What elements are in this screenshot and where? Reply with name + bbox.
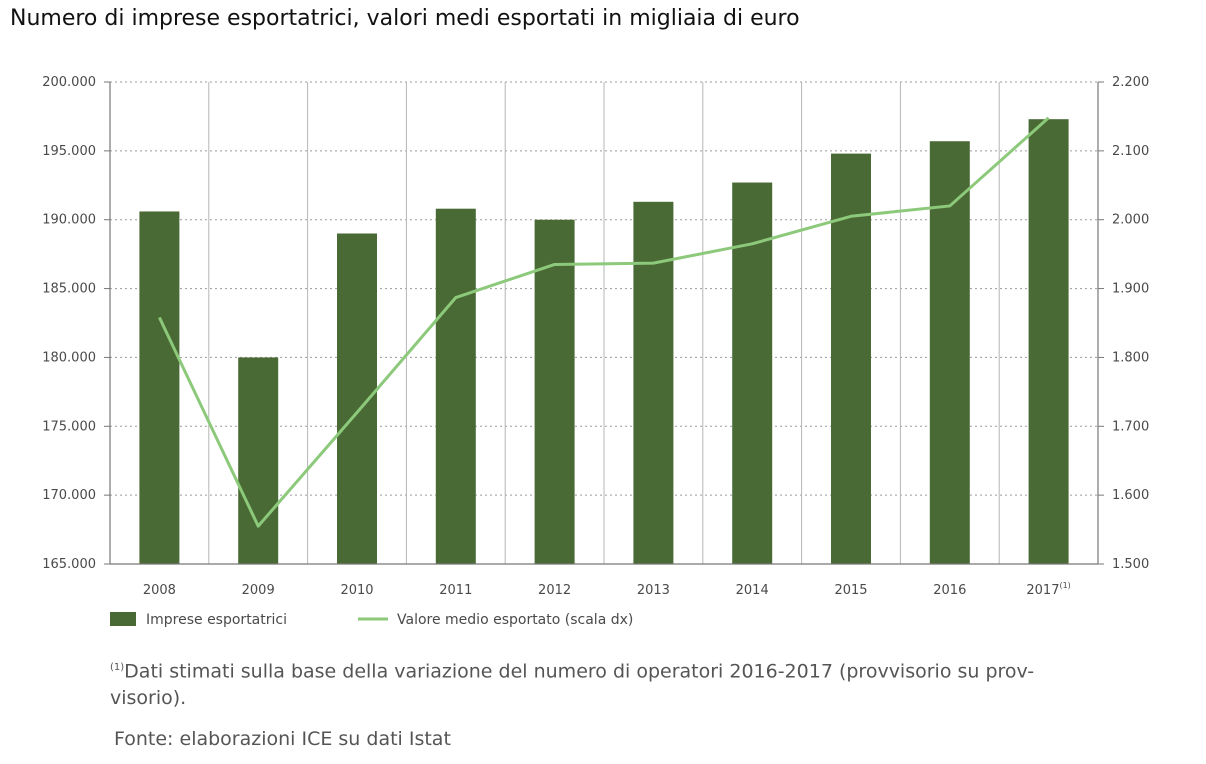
x-tick-label: 2011: [439, 583, 472, 598]
y-right-tick-label: 2.000: [1112, 213, 1149, 228]
y-left-tick-label: 165.000: [42, 557, 96, 572]
y-right-tick-label: 1.800: [1112, 350, 1149, 365]
bar-2017: [1028, 119, 1069, 564]
bar-series: [139, 119, 1069, 565]
bar-2012: [534, 219, 575, 564]
y-right-tick-label: 2.100: [1112, 144, 1149, 159]
bar-2010: [337, 233, 377, 564]
x-tick-label: 2008: [143, 583, 176, 598]
x-tick-label: 2017(1): [1026, 581, 1070, 598]
y-right-tick-label: 1.600: [1112, 488, 1149, 503]
x-tick-label: 2016: [933, 583, 966, 598]
legend: Imprese esportatrici Valore medio esporta…: [110, 612, 633, 628]
bar-2008: [139, 211, 180, 565]
footnote-line-1: Dati stimati sulla base della variazione…: [124, 660, 1035, 683]
bar-2009: [238, 357, 279, 564]
x-tick-label: 2013: [637, 583, 670, 598]
footnote: (1)Dati stimati sulla base della variazi…: [110, 654, 1190, 712]
y-right-tick-label: 1.500: [1112, 557, 1149, 572]
bar-2016: [929, 141, 970, 564]
legend-swatch-bar: [110, 612, 136, 626]
x-tick-superscript: (1): [1059, 581, 1070, 590]
y-left-tick-label: 185.000: [42, 282, 96, 297]
y-right-tick-label: 1.900: [1112, 282, 1149, 297]
y-left-tick-label: 175.000: [42, 419, 96, 434]
line-valore-medio: [158, 116, 1050, 528]
x-tick-label: 2012: [538, 583, 571, 598]
chart-canvas: 165.000 1.500 170.000 1.600 175.000 1.700 180.…: [42, 75, 1149, 628]
y-left-tick-label: 200.000: [42, 75, 96, 90]
legend-label-line: Valore medio esportato (scala dx): [397, 612, 633, 628]
y-left-tick-label: 170.000: [42, 488, 96, 503]
x-tick-label: 2010: [340, 583, 373, 598]
y-left-tick-label: 190.000: [42, 213, 96, 228]
footnote-line-2: visorio).: [110, 687, 187, 710]
bar-2013: [633, 201, 674, 564]
bar-2011: [435, 208, 476, 564]
x-tick-label: 2009: [242, 583, 275, 598]
y-left-tick-label: 195.000: [42, 144, 96, 159]
line-series: [158, 116, 1050, 528]
x-tick-label: 2015: [834, 583, 867, 598]
y-right-tick-label: 1.700: [1112, 419, 1149, 434]
legend-label-bar: Imprese esportatrici: [146, 612, 287, 628]
y-left-tick-label: 180.000: [42, 350, 96, 365]
x-tick-label: 2014: [736, 583, 769, 598]
axes: 165.000 1.500 170.000 1.600 175.000 1.700 180.…: [42, 75, 1149, 598]
y-right-tick-label: 2.200: [1112, 75, 1149, 90]
bar-2015: [831, 153, 871, 564]
source-note: Fonte: elaborazioni ICE su dati Istat: [114, 728, 451, 750]
footnote-marker: (1): [110, 662, 125, 673]
chart-title: Numero di imprese esportatrici, valori m…: [10, 6, 800, 31]
